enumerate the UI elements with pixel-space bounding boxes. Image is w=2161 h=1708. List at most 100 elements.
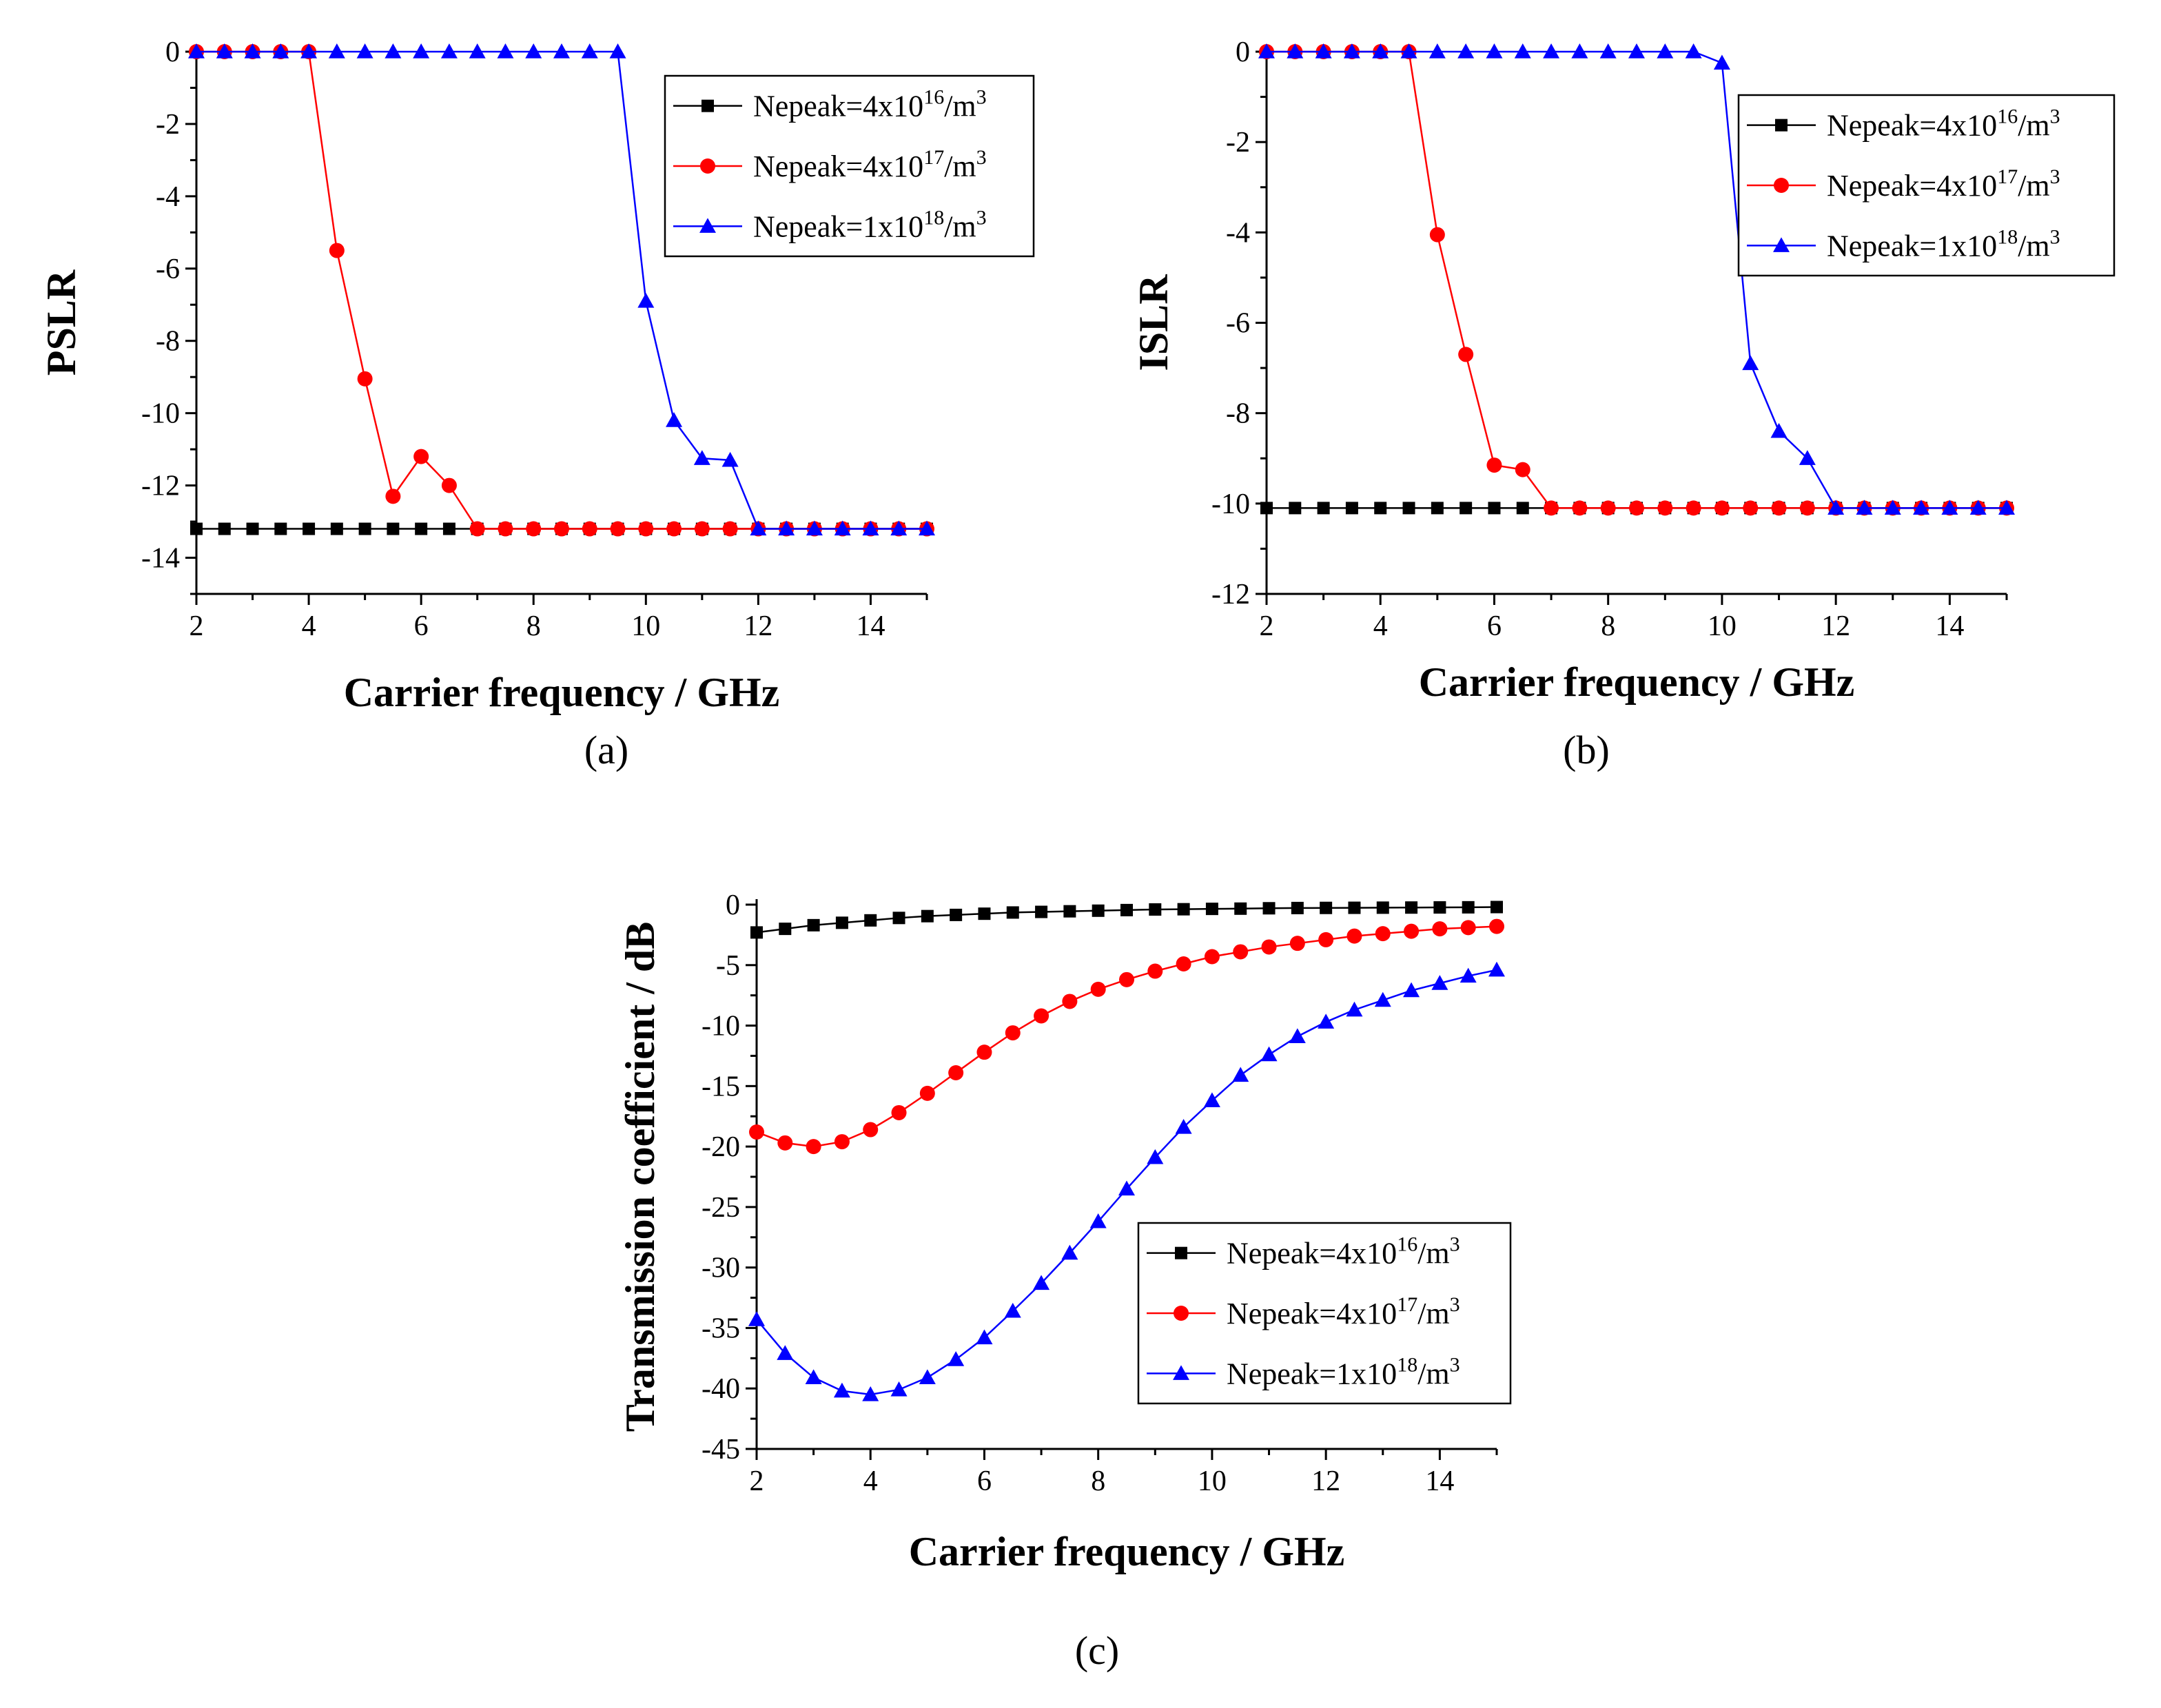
legend-swatch-marker: [1173, 1365, 1189, 1380]
data-point: [1799, 450, 1816, 465]
data-point: [779, 923, 792, 936]
panel-caption: (b): [1563, 728, 1610, 772]
data-point: [526, 521, 542, 537]
data-point: [1428, 43, 1446, 59]
data-point: [1657, 43, 1674, 59]
x-tick-label: 2: [750, 1465, 764, 1497]
data-point: [777, 1345, 794, 1360]
legend: Nepeak=4x1016/m3 Nepeak=4x1017/m3 Nepeak=1…: [1137, 1222, 1512, 1405]
data-point: [1289, 502, 1302, 515]
data-point: [469, 43, 486, 59]
data-point: [357, 371, 373, 387]
data-point: [1628, 43, 1645, 59]
data-point: [1913, 500, 1930, 515]
legend-item: Nepeak=4x1017/m3: [673, 146, 987, 183]
data-point: [1234, 902, 1247, 915]
data-point: [1856, 500, 1873, 515]
data-point: [833, 1382, 850, 1398]
data-point: [693, 450, 710, 465]
data-point: [1034, 1008, 1049, 1024]
x-tick-label: 12: [744, 610, 772, 642]
data-point: [1433, 901, 1446, 914]
y-tick-label: -4: [156, 181, 180, 213]
data-point: [721, 451, 739, 467]
legend-swatch-marker: [1174, 1306, 1189, 1321]
data-point: [1458, 347, 1474, 362]
data-point: [610, 521, 626, 537]
legend-swatch-marker: [1775, 119, 1788, 132]
data-point: [864, 914, 877, 927]
y-axis-title: PSLR: [39, 269, 84, 375]
data-point: [1400, 43, 1417, 59]
legend-item: Nepeak=4x1016/m3: [1747, 105, 2060, 143]
data-point: [1318, 932, 1334, 947]
data-point: [190, 522, 203, 535]
data-point: [1092, 904, 1105, 917]
data-point: [1742, 355, 1759, 371]
y-tick-label: -2: [156, 109, 180, 141]
x-tick-label: 4: [302, 610, 316, 642]
y-tick-label: -6: [156, 254, 180, 285]
data-point: [1402, 502, 1415, 515]
data-point: [1686, 500, 1701, 516]
data-point: [835, 916, 848, 929]
data-point: [1488, 502, 1501, 515]
y-tick-label: -45: [701, 1434, 740, 1465]
data-point: [274, 522, 287, 535]
y-tick-label: -12: [141, 471, 180, 502]
data-point: [1374, 502, 1387, 515]
data-point: [919, 1085, 935, 1101]
y-axis-title: Transmission coefficient / dB: [617, 922, 663, 1432]
y-tick-label: -14: [141, 543, 180, 575]
x-tick-label: 10: [631, 610, 660, 642]
data-point: [750, 926, 763, 939]
data-point: [1515, 462, 1530, 477]
legend-item: Nepeak=4x1016/m3: [673, 86, 987, 123]
data-point: [1317, 502, 1330, 515]
data-point: [188, 43, 205, 59]
data-point: [1486, 43, 1503, 59]
data-point: [1260, 1046, 1278, 1062]
data-point: [749, 1124, 764, 1140]
x-tick-label: 6: [1487, 610, 1502, 642]
data-point: [1432, 921, 1448, 937]
legend: Nepeak=4x1016/m3 Nepeak=4x1017/m3 Nepeak=1…: [1737, 94, 2116, 277]
data-point: [1571, 43, 1588, 59]
data-point: [1572, 500, 1588, 516]
data-point: [1376, 901, 1389, 914]
legend-label: Nepeak=4x1017/m3: [1827, 165, 2060, 203]
legend-label: Nepeak=1x1018/m3: [1827, 225, 2060, 263]
data-point: [1743, 500, 1759, 516]
x-tick-label: 8: [526, 610, 541, 642]
data-point: [415, 522, 428, 535]
x-tick-label: 14: [1935, 610, 1964, 642]
data-point: [469, 521, 485, 537]
legend-label: Nepeak=4x1016/m3: [1827, 105, 2060, 143]
data-point: [1544, 500, 1559, 516]
data-point: [1489, 918, 1504, 934]
y-tick-label: -5: [716, 950, 740, 982]
data-point: [806, 520, 823, 536]
data-point: [892, 912, 905, 925]
legend: Nepeak=4x1016/m3 Nepeak=4x1017/m3 Nepeak=1…: [664, 74, 1035, 258]
y-tick-label: -10: [701, 1011, 740, 1042]
y-tick-label: -8: [156, 326, 180, 358]
data-point: [1262, 902, 1276, 915]
data-point: [303, 522, 316, 535]
data-point: [246, 522, 259, 535]
data-point: [1713, 54, 1730, 70]
x-tick-label: 6: [977, 1465, 992, 1497]
data-point: [413, 43, 430, 59]
series-triangle-2: [1258, 43, 2015, 515]
legend-label: Nepeak=4x1016/m3: [1227, 1233, 1460, 1270]
legend-swatch-marker: [700, 158, 715, 174]
data-point: [1205, 903, 1218, 916]
data-point: [748, 1311, 765, 1326]
legend-label: Nepeak=1x1018/m3: [1227, 1353, 1460, 1390]
data-point: [1431, 975, 1448, 990]
data-point: [1346, 1001, 1363, 1017]
data-point: [1175, 1119, 1192, 1134]
y-tick-label: -25: [701, 1192, 740, 1224]
y-tick-label: -40: [701, 1373, 740, 1405]
